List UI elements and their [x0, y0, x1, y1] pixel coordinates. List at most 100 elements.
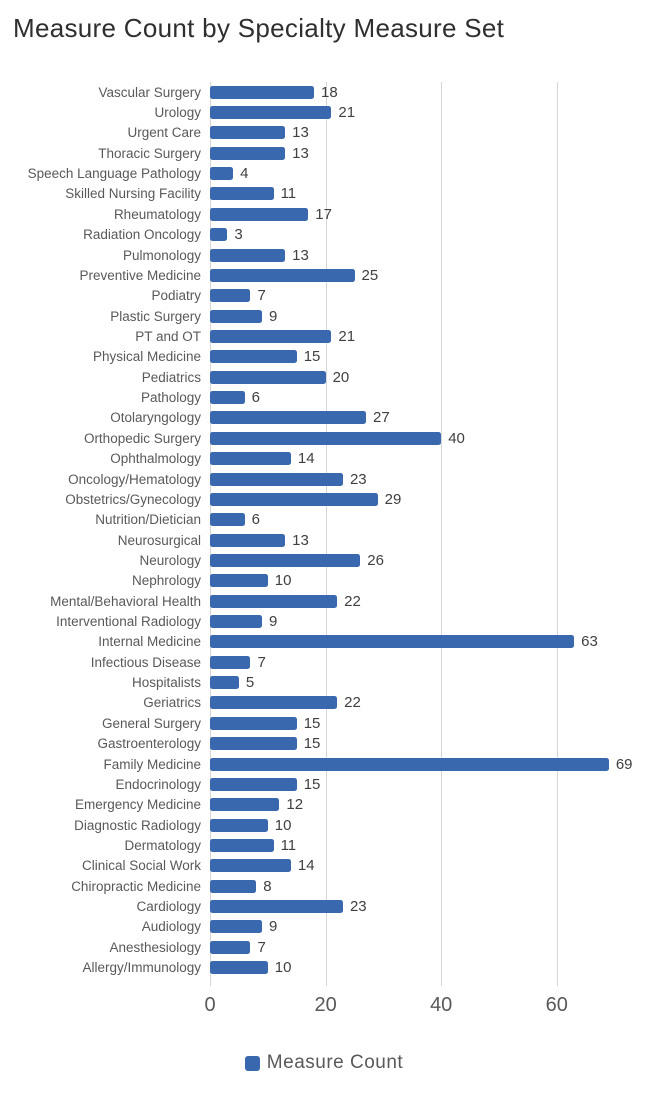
- category-label: PT and OT: [135, 328, 201, 344]
- bar: [210, 757, 609, 771]
- bar: [210, 574, 268, 588]
- chart-row: Diagnostic Radiology 10: [0, 815, 648, 835]
- bar-track: 15: [210, 713, 648, 733]
- bar: [210, 207, 309, 221]
- bar: [210, 391, 245, 405]
- chart-row: Interventional Radiology 9: [0, 611, 648, 631]
- category-label: Gastroenterology: [97, 736, 201, 752]
- category-label: Dermatology: [124, 837, 201, 853]
- chart-title: Measure Count by Specialty Measure Set: [13, 13, 505, 43]
- value-label: 10: [274, 816, 292, 834]
- x-tick-label: 20: [314, 994, 337, 1016]
- category-label: General Surgery: [101, 715, 201, 731]
- bar-track: 7: [210, 937, 648, 957]
- value-label: 13: [292, 531, 309, 549]
- bar-track: 69: [210, 754, 648, 774]
- bar-track: 17: [210, 204, 648, 224]
- bar-track: 9: [210, 306, 648, 326]
- chart-row: Pulmonology 13: [0, 245, 648, 265]
- bar: [210, 187, 274, 201]
- bar-track: 4: [210, 163, 648, 183]
- plot-area: Vascular Surgery 18 Urology 21 Urgent Care 13…: [0, 82, 648, 978]
- category-label: Preventive Medicine: [79, 267, 201, 283]
- value-label: 29: [384, 490, 402, 508]
- bar-track: 7: [210, 652, 648, 672]
- category-label: Otolaryngology: [110, 410, 201, 426]
- chart-row: Pathology 6: [0, 387, 648, 407]
- category-label: Urgent Care: [127, 125, 201, 141]
- bar-track: 18: [210, 82, 648, 102]
- category-label: Hospitalists: [131, 675, 201, 691]
- bar: [210, 818, 268, 832]
- x-tick-label: 40: [430, 994, 453, 1016]
- bar: [210, 329, 332, 343]
- bar-track: 11: [210, 835, 648, 855]
- chart-row: Geriatrics 22: [0, 693, 648, 713]
- bar: [210, 492, 378, 506]
- chart-row: Pediatrics 20: [0, 367, 648, 387]
- chart-row: Vascular Surgery 18: [0, 82, 648, 102]
- bar: [210, 879, 257, 893]
- category-label: Vascular Surgery: [98, 84, 201, 100]
- category-label: Obstetrics/Gynecology: [65, 491, 201, 507]
- chart-row: General Surgery 15: [0, 713, 648, 733]
- legend-swatch: [244, 1055, 260, 1071]
- bar-track: 6: [210, 510, 648, 530]
- value-label: 15: [303, 775, 321, 793]
- category-label: Geriatrics: [143, 695, 201, 711]
- category-label: Infectious Disease: [90, 654, 201, 670]
- bar: [210, 838, 274, 852]
- category-label: Mental/Behavioral Health: [50, 593, 201, 609]
- chart-row: Gastroenterology 15: [0, 734, 648, 754]
- bar: [210, 777, 297, 791]
- bar-track: 11: [210, 184, 648, 204]
- category-label: Thoracic Surgery: [98, 145, 201, 161]
- bar-track: 63: [210, 632, 648, 652]
- bar-track: 29: [210, 489, 648, 509]
- chart-row: Internal Medicine 63: [0, 632, 648, 652]
- category-label: Urology: [154, 105, 201, 121]
- chart-row: Preventive Medicine 25: [0, 265, 648, 285]
- chart-row: Neurosurgical 13: [0, 530, 648, 550]
- bar: [210, 716, 297, 730]
- chart-row: Family Medicine 69: [0, 754, 648, 774]
- value-label: 18: [321, 83, 338, 101]
- value-label: 7: [257, 938, 266, 956]
- value-label: 13: [292, 124, 309, 142]
- x-tick-label: 0: [204, 994, 216, 1016]
- x-tick-label: 60: [545, 994, 568, 1016]
- value-label: 12: [286, 796, 304, 814]
- chart-row: Orthopedic Surgery 40: [0, 428, 648, 448]
- bar: [210, 940, 251, 954]
- value-label: 11: [280, 185, 297, 203]
- category-label: Internal Medicine: [98, 634, 201, 650]
- value-label: 13: [292, 246, 309, 264]
- bar: [210, 289, 251, 303]
- chart-row: Urology 21: [0, 102, 648, 122]
- bar-track: 13: [210, 123, 648, 143]
- bar-track: 3: [210, 225, 648, 245]
- value-label: 13: [292, 144, 309, 162]
- chart-row: Emergency Medicine 12: [0, 795, 648, 815]
- bar-track: 15: [210, 347, 648, 367]
- bar: [210, 350, 297, 364]
- bar-track: 8: [210, 876, 648, 896]
- bar: [210, 309, 263, 323]
- chart-row: PT and OT 21: [0, 326, 648, 346]
- chart-row: Mental/Behavioral Health 22: [0, 591, 648, 611]
- chart-row: Thoracic Surgery 13: [0, 143, 648, 163]
- bar-track: 10: [210, 957, 648, 977]
- bar-track: 27: [210, 408, 648, 428]
- chart-row: Allergy/Immunology 10: [0, 957, 648, 977]
- value-label: 22: [344, 694, 361, 712]
- bar: [210, 228, 228, 242]
- bar-track: 14: [210, 856, 648, 876]
- bar: [210, 737, 297, 751]
- value-label: 7: [257, 287, 266, 305]
- chart-row: Anesthesiology 7: [0, 937, 648, 957]
- chart-row: Plastic Surgery 9: [0, 306, 648, 326]
- bar: [210, 248, 286, 262]
- category-label: Rheumatology: [113, 206, 201, 222]
- value-label: 15: [303, 348, 321, 366]
- category-label: Emergency Medicine: [74, 797, 201, 813]
